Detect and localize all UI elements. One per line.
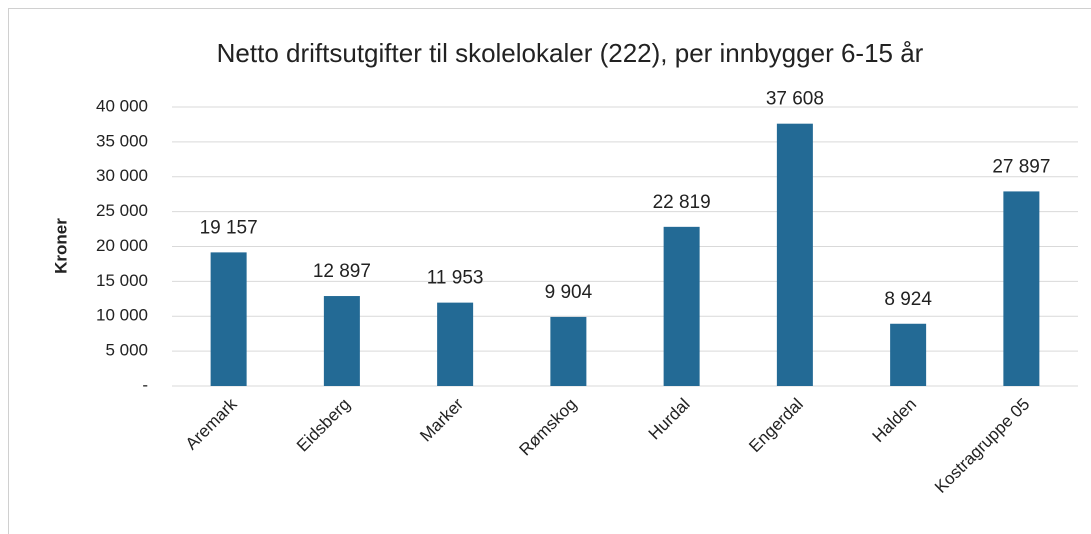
x-tick-label: Eidsberg bbox=[293, 395, 354, 456]
y-tick-label: 15 000 bbox=[96, 271, 148, 290]
y-tick-label: 5 000 bbox=[105, 341, 148, 360]
data-label: 9 904 bbox=[545, 282, 593, 303]
x-tick-label: Marker bbox=[416, 394, 467, 445]
x-tick-label: Halden bbox=[869, 395, 921, 447]
data-label: 11 953 bbox=[427, 268, 484, 289]
x-tick-label: Kostragruppe 05 bbox=[931, 395, 1033, 497]
x-tick-label: Engerdal bbox=[745, 395, 807, 457]
y-tick-label: 10 000 bbox=[96, 306, 148, 325]
x-tick-label: Aremark bbox=[182, 394, 241, 453]
x-tick-label: Hurdal bbox=[645, 395, 694, 444]
data-label: 22 819 bbox=[653, 192, 711, 213]
y-tick-label: 20 000 bbox=[96, 236, 148, 255]
y-tick-label: 35 000 bbox=[96, 131, 148, 150]
data-label: 37 608 bbox=[766, 89, 824, 110]
bar bbox=[323, 296, 360, 386]
bar bbox=[890, 323, 927, 386]
data-label: 8 924 bbox=[884, 289, 932, 310]
y-tick-label: 30 000 bbox=[96, 166, 148, 185]
y-tick-label: 40 000 bbox=[96, 96, 148, 115]
data-label: 27 897 bbox=[992, 156, 1050, 177]
y-tick-label: 25 000 bbox=[96, 201, 148, 220]
data-label: 12 897 bbox=[313, 261, 371, 282]
chart-frame bbox=[8, 8, 1091, 534]
x-tick-label: Rømskog bbox=[516, 395, 581, 460]
y-axis-label: Kroner bbox=[51, 218, 70, 274]
bar bbox=[550, 316, 587, 386]
y-tick-label: - bbox=[142, 375, 148, 394]
bar bbox=[776, 123, 813, 386]
bar bbox=[1003, 191, 1040, 386]
bar bbox=[437, 302, 474, 386]
data-label: 19 157 bbox=[200, 217, 258, 238]
bar bbox=[210, 252, 247, 386]
chart-title: Netto driftsutgifter til skolelokaler (2… bbox=[217, 38, 924, 68]
bar bbox=[663, 226, 700, 386]
